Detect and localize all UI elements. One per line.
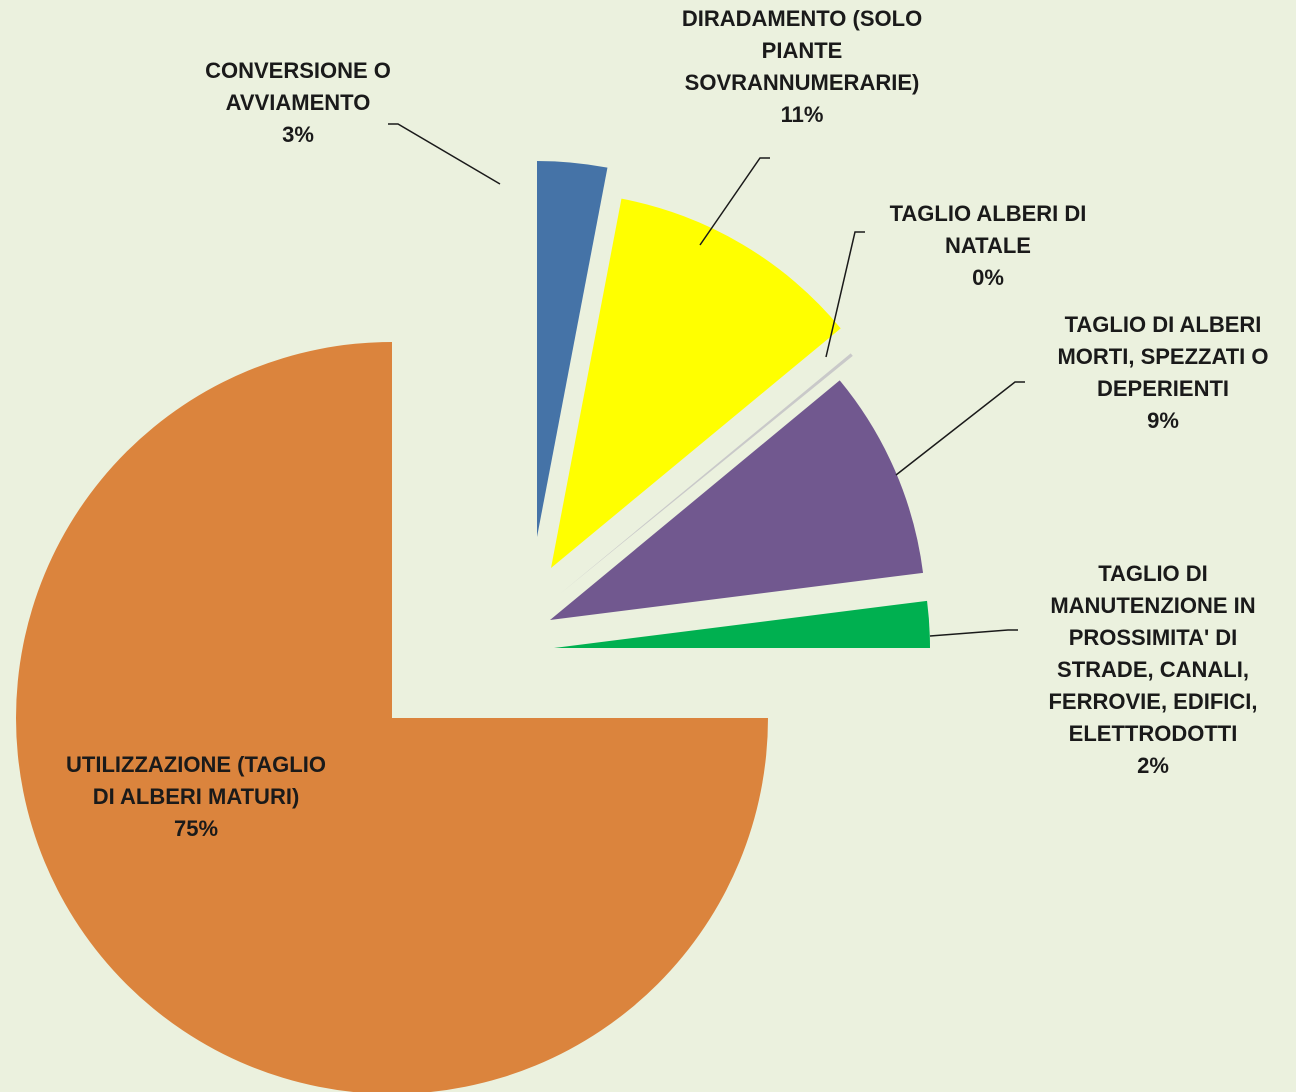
slice-label-line: UTILIZZAZIONE (TAGLIO [66, 752, 326, 777]
slice-label-line: CONVERSIONE O [205, 58, 391, 83]
slice-label-line: PROSSIMITA' DI [1069, 625, 1238, 650]
leader-line [388, 123, 501, 185]
pie-slice [551, 198, 841, 568]
slice-percent: 3% [282, 122, 314, 147]
slice-label: DIRADAMENTO (SOLO PIANTE SOVRANNUMERARIE) 1… [682, 6, 922, 127]
slice-label-line: DIRADAMENTO (SOLO [682, 6, 922, 31]
leader-line [929, 629, 1018, 637]
leader-lines [388, 123, 1025, 637]
slice-percent: 11% [781, 102, 824, 127]
pie-slice [561, 353, 853, 593]
slice-label: CONVERSIONE O AVVIAMENTO 3% [205, 58, 391, 147]
slice-percent: 75% [174, 816, 218, 841]
pie-slice [16, 342, 768, 1092]
pie-slice [537, 161, 608, 537]
slice-label: TAGLIO ALBERI DI NATALE 0% [890, 201, 1087, 290]
slice-label-line: NATALE [945, 233, 1031, 258]
slice-label-line: AVVIAMENTO [226, 90, 371, 115]
slice-labels: CONVERSIONE O AVVIAMENTO 3% DIRADAMENTO (SO… [66, 6, 1268, 841]
slice-label-line: SOVRANNUMERARIE) [685, 70, 920, 95]
pie-slice [554, 600, 930, 648]
leader-line [825, 231, 865, 358]
slice-label-line: TAGLIO DI ALBERI [1065, 312, 1262, 337]
slice-label-line: DI ALBERI MATURI) [93, 784, 300, 809]
slice-label: TAGLIO DI MANUTENZIONE IN PROSSIMITA' DI ST… [1048, 561, 1257, 778]
slice-percent: 2% [1137, 753, 1169, 778]
leader-line [699, 157, 770, 246]
slice-label-line: MORTI, SPEZZATI O [1057, 344, 1268, 369]
slice-percent: 9% [1147, 408, 1179, 433]
slice-label-line: DEPERIENTI [1097, 376, 1229, 401]
pie-slice [550, 380, 924, 620]
slice-label-line: ELETTRODOTTI [1069, 721, 1238, 746]
slice-label-line: FERROVIE, EDIFICI, [1048, 689, 1257, 714]
slice-label-line: PIANTE [762, 38, 843, 63]
slice-label: TAGLIO DI ALBERI MORTI, SPEZZATI O DEPERIE… [1057, 312, 1268, 433]
slice-label-line: TAGLIO ALBERI DI [890, 201, 1087, 226]
leader-line [895, 381, 1025, 476]
slice-percent: 0% [972, 265, 1004, 290]
slice-label-line: TAGLIO DI [1098, 561, 1208, 586]
slice-label-line: STRADE, CANALI, [1057, 657, 1249, 682]
pie-slices [16, 161, 930, 1092]
slice-label-line: MANUTENZIONE IN [1050, 593, 1255, 618]
slice-label: UTILIZZAZIONE (TAGLIO DI ALBERI MATURI) 75… [66, 752, 326, 841]
